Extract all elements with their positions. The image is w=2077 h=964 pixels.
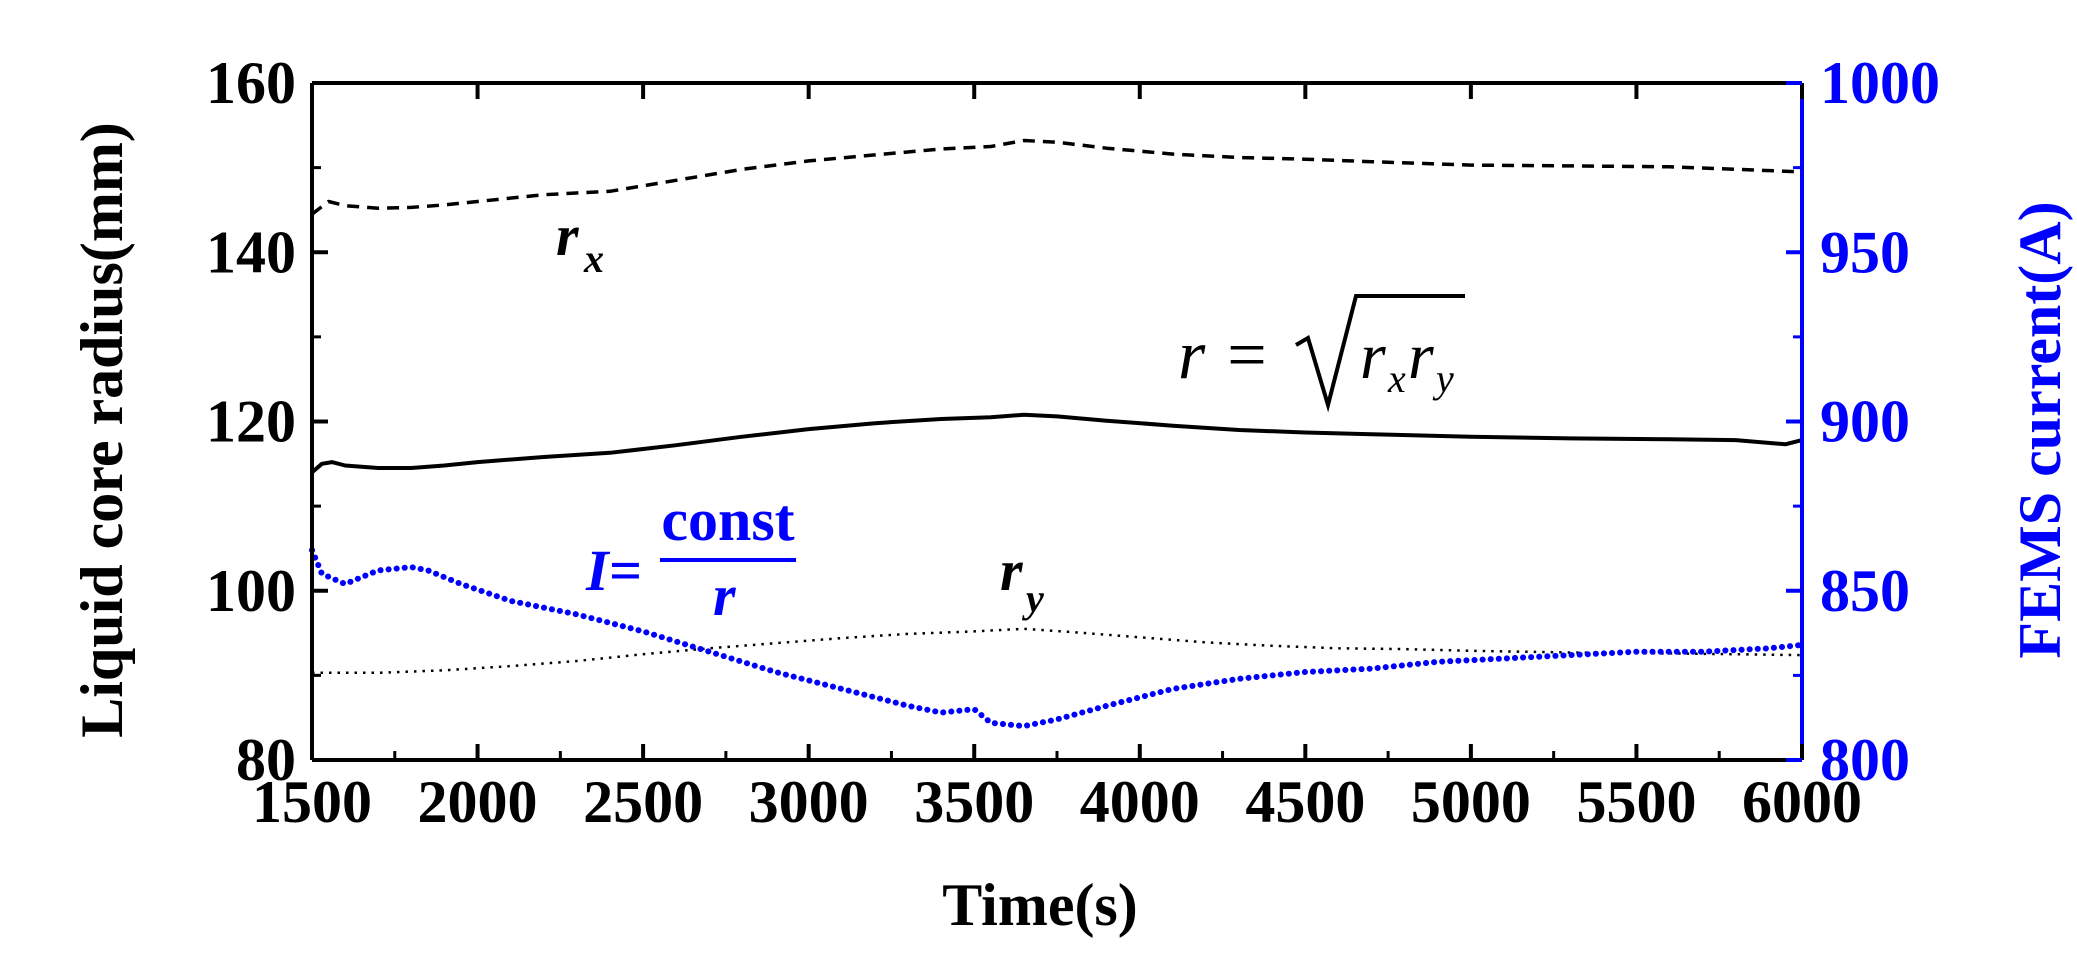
- annotation-rx-sub: x: [583, 236, 604, 281]
- formula-r-rad-a: r: [1360, 320, 1386, 393]
- formula-i-lhs: I=: [585, 538, 642, 603]
- y-axis-title: Liquid core radius(mm): [69, 122, 135, 738]
- x-tick-label: 4500: [1245, 769, 1365, 835]
- y2-tick-label: 900: [1820, 389, 1910, 455]
- y2-axis-title: FEMS current(A): [2007, 201, 2073, 658]
- x-axis-title: Time(s): [942, 872, 1138, 938]
- x-tick-label: 2000: [418, 769, 538, 835]
- series-line-2: [312, 627, 1803, 675]
- x-tick-label: 3500: [914, 769, 1034, 835]
- annotation-rx-base: r: [556, 203, 579, 268]
- x-tick-label: 2500: [583, 769, 703, 835]
- tick-labels: 1500 2000 2500 3000 3500 4000 4500 5000 5500 6000…: [206, 50, 1940, 835]
- x-tick-label: 5000: [1411, 769, 1531, 835]
- annotation-ry-base: r: [1000, 538, 1023, 603]
- x-tick-label: 4000: [1080, 769, 1200, 835]
- y2-tick-label: 1000: [1820, 50, 1940, 116]
- series-line-3: [309, 547, 1805, 730]
- formula-r-sub-b: y: [1432, 356, 1454, 401]
- x-tick-label: 1500: [252, 769, 372, 835]
- formula-i-numerator: const: [661, 487, 794, 553]
- tick-marks: [310, 81, 1804, 762]
- annotation-rx: r x: [556, 203, 604, 281]
- y-tick-label: 120: [206, 389, 296, 455]
- y2-tick-label: 950: [1820, 219, 1910, 285]
- y2-tick-label: 850: [1820, 558, 1910, 624]
- annotation-i-formula: I= const r: [585, 487, 796, 628]
- y-tick-label: 80: [236, 727, 296, 793]
- series-line-1: [310, 412, 1804, 475]
- plot-lines: [309, 138, 1805, 730]
- x-tick-label: 5500: [1576, 769, 1696, 835]
- y-tick-label: 100: [206, 558, 296, 624]
- annotation-r-formula: r = r x r y: [1178, 294, 1465, 413]
- annotation-ry-sub: y: [1022, 576, 1044, 621]
- formula-r-sub-a: x: [1387, 356, 1406, 401]
- x-tick-label: 6000: [1742, 769, 1862, 835]
- formula-r-lhs: r =: [1178, 317, 1270, 394]
- x-tick-label: 3000: [749, 769, 869, 835]
- y2-tick-label: 800: [1820, 727, 1910, 793]
- sqrt-symbol: [1294, 294, 1465, 413]
- series-line-0: [310, 138, 1803, 216]
- axes: [310, 81, 1804, 762]
- formula-i-denominator: r: [713, 563, 736, 628]
- y-tick-label: 140: [206, 219, 296, 285]
- annotation-ry: r y: [1000, 538, 1044, 621]
- y-tick-label: 160: [206, 50, 296, 116]
- formula-r-rad-b: r: [1408, 320, 1434, 393]
